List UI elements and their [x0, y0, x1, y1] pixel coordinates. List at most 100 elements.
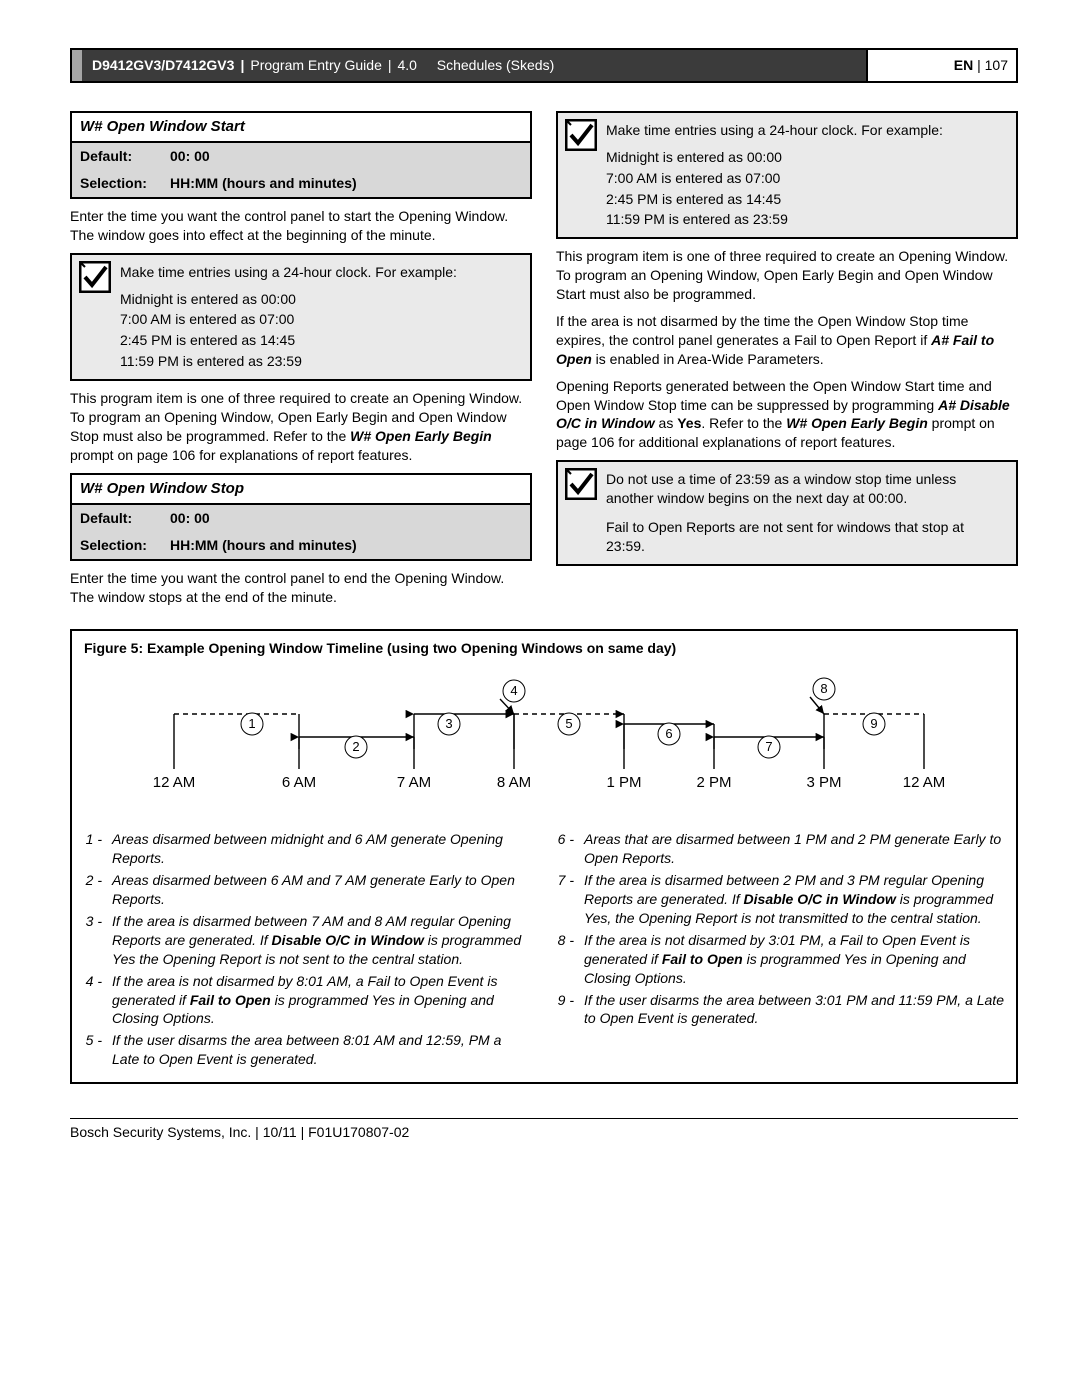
legend-num: 9 -	[556, 991, 574, 1029]
selection-value: HH:MM (hours and minutes)	[162, 532, 530, 559]
p3-b3: W# Open Early Begin	[786, 415, 928, 431]
legend-right: 6 -Areas that are disarmed between 1 PM …	[556, 827, 1004, 1072]
note-l3: 7:00 AM is entered as 07:00	[606, 169, 1002, 188]
p3-mid2: . Refer to the	[701, 415, 786, 431]
svg-text:2: 2	[352, 739, 359, 754]
page-footer: Bosch Security Systems, Inc. | 10/11 | F…	[70, 1123, 1018, 1142]
note-l3: 7:00 AM is entered as 07:00	[120, 310, 516, 329]
note-text: Make time entries using a 24-hour clock.…	[604, 113, 1016, 237]
svg-text:3 PM: 3 PM	[806, 774, 841, 791]
param-title-open-window-stop: W# Open Window Stop	[70, 473, 532, 505]
svg-text:5: 5	[565, 716, 572, 731]
note-l2: Midnight is entered as 00:00	[120, 290, 516, 309]
header-guide: Program Entry Guide	[250, 56, 382, 75]
legend-text: If the area is disarmed between 7 AM and…	[112, 912, 532, 969]
param-title-open-window-start: W# Open Window Start	[70, 111, 532, 143]
para-post: prompt on page 106 for explanations of r…	[70, 447, 412, 463]
right-p3: Opening Reports generated between the Op…	[556, 377, 1018, 453]
p2-pre: If the area is not disarmed by the time …	[556, 313, 968, 348]
check-icon	[558, 462, 604, 564]
selection-label: Selection:	[72, 170, 162, 197]
legend-text: If the user disarms the area between 8:0…	[112, 1031, 532, 1069]
right-column: Make time entries using a 24-hour clock.…	[556, 111, 1018, 615]
legend-num: 8 -	[556, 931, 574, 988]
selection-label: Selection:	[72, 532, 162, 559]
note-l5: 11:59 PM is entered as 23:59	[120, 352, 516, 371]
note-l4: 2:45 PM is entered as 14:45	[120, 331, 516, 350]
legend-left: 1 - Areas disarmed between midnight and 6…	[84, 827, 532, 1072]
legend-num: 4 -	[84, 972, 102, 1029]
note-l1: Make time entries using a 24-hour clock.…	[120, 263, 516, 282]
header-sep2: |	[388, 56, 392, 75]
header-dark: D9412GV3/D7412GV3 | Program Entry Guide …	[82, 50, 866, 81]
check-icon	[558, 113, 604, 237]
legend-item: 3 - If the area is disarmed between 7 AM …	[84, 912, 532, 969]
header-right: EN | 107	[866, 50, 1016, 81]
defsel-open-window-stop: Default: 00: 00 Selection: HH:MM (hours …	[70, 505, 532, 561]
svg-text:1 PM: 1 PM	[606, 774, 641, 791]
para-after-note: This program item is one of three requir…	[70, 389, 532, 465]
note-24h-right: Make time entries using a 24-hour clock.…	[556, 111, 1018, 239]
legend-text: If the area is not disarmed by 3:01 PM, …	[584, 931, 1004, 988]
page-header: D9412GV3/D7412GV3 | Program Entry Guide …	[70, 48, 1018, 83]
svg-text:2 PM: 2 PM	[696, 774, 731, 791]
svg-text:8: 8	[820, 681, 827, 696]
legend-item: 5 - If the user disarms the area between …	[84, 1031, 532, 1069]
timeline-diagram: 12 AM6 AM7 AM8 AM1 PM2 PM3 PM12 AM159236…	[84, 669, 1004, 819]
header-section-no: 4.0	[398, 56, 417, 75]
note-text: Make time entries using a 24-hour clock.…	[118, 255, 530, 379]
p2-post: is enabled in Area-Wide Parameters.	[592, 351, 824, 367]
legend-text: Areas disarmed between midnight and 6 AM…	[112, 830, 532, 868]
default-value: 00: 00	[162, 143, 530, 170]
param1-desc: Enter the time you want the control pane…	[70, 207, 532, 245]
note-text: Do not use a time of 23:59 as a window s…	[604, 462, 1016, 564]
defsel-open-window-start: Default: 00: 00 Selection: HH:MM (hours …	[70, 143, 532, 199]
header-page: 107	[985, 56, 1008, 75]
legend-text: Areas disarmed between 6 AM and 7 AM gen…	[112, 871, 532, 909]
svg-text:4: 4	[510, 683, 517, 698]
legend-item: 4 - If the area is not disarmed by 8:01 A…	[84, 972, 532, 1029]
timeline-wrap: 12 AM6 AM7 AM8 AM1 PM2 PM3 PM12 AM159236…	[84, 665, 1004, 823]
svg-text:6: 6	[665, 726, 672, 741]
svg-text:12 AM: 12 AM	[903, 774, 946, 791]
note-l4: 2:45 PM is entered as 14:45	[606, 190, 1002, 209]
legend-num: 1 -	[84, 830, 102, 868]
svg-text:8 AM: 8 AM	[497, 774, 531, 791]
para-bold: W# Open Early Begin	[350, 428, 492, 444]
note2-l2: Fail to Open Reports are not sent for wi…	[606, 518, 1002, 556]
figure-title: Figure 5: Example Opening Window Timelin…	[84, 639, 1004, 658]
svg-text:7 AM: 7 AM	[397, 774, 431, 791]
header-lang: EN	[954, 56, 973, 75]
legend-columns: 1 - Areas disarmed between midnight and 6…	[84, 827, 1004, 1072]
default-label: Default:	[72, 505, 162, 532]
legend-item: 2 -Areas disarmed between 6 AM and 7 AM …	[84, 871, 532, 909]
default-value: 00: 00	[162, 505, 530, 532]
legend-item: 8 - If the area is not disarmed by 3:01 P…	[556, 931, 1004, 988]
note-24h-left: Make time entries using a 24-hour clock.…	[70, 253, 532, 381]
p3-b2: Yes	[677, 415, 701, 431]
note-l1: Make time entries using a 24-hour clock.…	[606, 121, 1002, 140]
header-sep: |	[240, 56, 244, 75]
note-2359: Do not use a time of 23:59 as a window s…	[556, 460, 1018, 566]
legend-text: If the area is disarmed between 2 PM and…	[584, 871, 1004, 928]
legend-num: 5 -	[84, 1031, 102, 1069]
check-icon	[72, 255, 118, 379]
param2-desc: Enter the time you want the control pane…	[70, 569, 532, 607]
note2-l1: Do not use a time of 23:59 as a window s…	[606, 470, 1002, 508]
p3-mid: as	[655, 415, 678, 431]
header-model: D9412GV3/D7412GV3	[92, 56, 234, 75]
svg-text:12 AM: 12 AM	[153, 774, 196, 791]
header-tab	[72, 50, 82, 81]
svg-text:7: 7	[765, 739, 772, 754]
legend-item: 6 -Areas that are disarmed between 1 PM …	[556, 830, 1004, 868]
note-l5: 11:59 PM is entered as 23:59	[606, 210, 1002, 229]
figure-5: Figure 5: Example Opening Window Timelin…	[70, 629, 1018, 1085]
legend-num: 3 -	[84, 912, 102, 969]
legend-text: Areas that are disarmed between 1 PM and…	[584, 830, 1004, 868]
svg-text:1: 1	[248, 716, 255, 731]
left-column: W# Open Window Start Default: 00: 00 Sel…	[70, 111, 532, 615]
legend-text: If the area is not disarmed by 8:01 AM, …	[112, 972, 532, 1029]
footer-rule	[70, 1118, 1018, 1119]
header-section-title: Schedules (Skeds)	[437, 56, 555, 75]
svg-text:6 AM: 6 AM	[282, 774, 316, 791]
